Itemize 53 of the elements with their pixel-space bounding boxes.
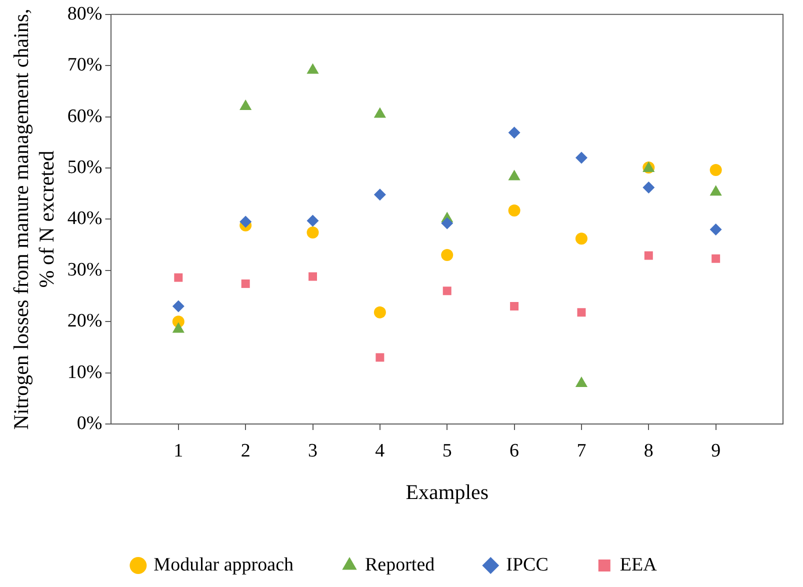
x-tick-label: 2 [240,440,250,462]
point [510,302,519,310]
x-tick-label: 6 [510,440,520,462]
point [575,232,588,245]
legend-label: Modular approach [154,554,294,576]
point [577,308,586,317]
point [442,286,452,296]
x-tick-label: 1 [174,440,184,462]
point [172,300,184,312]
point [374,306,386,318]
y-axis-title: Nitrogen losses from manure management chains, % of N excreted [9,8,58,430]
point [508,126,520,139]
x-tick-label: 5 [442,440,452,462]
point [642,181,655,194]
point [374,107,386,118]
point [710,185,722,196]
y-tick-label: 70% [67,54,102,76]
point [575,152,588,164]
x-tick-label: 7 [576,440,586,462]
y-tick-label: 10% [67,362,102,383]
y-tick-label: 40% [67,208,102,230]
point [306,63,319,74]
point [308,272,317,281]
point [306,226,319,239]
y-tick-label: 80% [67,3,102,24]
legend-label: EEA [620,554,658,576]
point [240,216,252,228]
point [712,254,720,263]
point [376,353,384,362]
x-axis-title: Examples [406,480,489,504]
x-tick-label: 8 [644,440,654,462]
y-tick-label: 60% [67,106,102,127]
point [441,217,454,230]
y-tick-label: 0% [76,412,102,434]
y-tick-label: 50% [67,156,102,178]
point [306,214,319,227]
legend-label: Reported [364,554,436,576]
point [174,273,183,282]
x-tick-label: 4 [375,440,386,462]
point [508,204,520,216]
x-tick-label: 3 [308,440,318,462]
y-tick-label: 20% [67,310,102,332]
point [644,251,653,260]
legend-label: IPCC [506,554,548,576]
point [374,188,386,201]
point [508,170,520,180]
point [710,223,722,236]
point [441,249,454,262]
x-tick-label: 9 [711,440,721,462]
point [241,279,250,288]
point [240,100,252,110]
point [710,164,722,176]
y-tick-label: 30% [67,259,102,280]
